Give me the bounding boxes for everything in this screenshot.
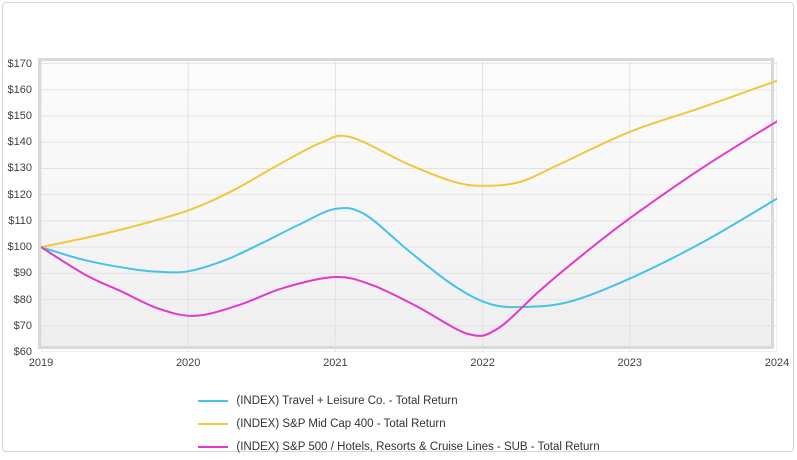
legend-label: (INDEX) Travel + Leisure Co. - Total Ret… — [236, 394, 458, 407]
y-tick-label: $160 — [7, 83, 32, 96]
series-line-2 — [41, 120, 777, 337]
y-tick-label: $170 — [7, 57, 32, 70]
legend-item-1: (INDEX) S&P Mid Cap 400 - Total Return — [198, 412, 599, 435]
plot-area — [38, 58, 777, 352]
y-tick-label: $150 — [7, 110, 32, 123]
chart-widget: $170 $160 $150 $140 $130 $120 $110 $100 $90 $80 $7… — [2, 2, 795, 453]
x-axis: 2019 2020 2021 2022 2023 2024 — [3, 356, 795, 372]
x-tick-label: 2023 — [617, 357, 643, 369]
legend-swatch-icon — [198, 422, 229, 425]
x-tick-label: 2021 — [323, 357, 348, 369]
y-tick-label: $140 — [7, 136, 32, 149]
legend-label: (INDEX) S&P Mid Cap 400 - Total Return — [236, 417, 446, 430]
x-tick-label: 2020 — [175, 357, 201, 369]
y-axis: $170 $160 $150 $140 $130 $120 $110 $100 $90 $80 $7… — [3, 3, 33, 358]
legend: (INDEX) Travel + Leisure Co. - Total Ret… — [3, 389, 795, 458]
plot-svg — [41, 61, 777, 352]
series-line-1 — [41, 79, 777, 249]
legend-swatch-icon — [198, 445, 229, 448]
y-tick-label: $120 — [7, 188, 32, 201]
legend-inner: (INDEX) Travel + Leisure Co. - Total Ret… — [198, 389, 600, 458]
y-tick-label: $90 — [13, 267, 32, 280]
legend-label: (INDEX) S&P 500 / Hotels, Resorts & Crui… — [236, 440, 600, 453]
y-tick-label: $70 — [13, 319, 32, 332]
y-tick-label: $60 — [13, 346, 32, 358]
legend-item-2: (INDEX) S&P 500 / Hotels, Resorts & Crui… — [198, 435, 600, 458]
x-tick-label: 2019 — [28, 357, 54, 369]
x-tick-label: 2024 — [764, 357, 790, 369]
legend-swatch-icon — [198, 399, 229, 402]
legend-item-0: (INDEX) Travel + Leisure Co. - Total Ret… — [198, 389, 599, 412]
y-tick-label: $100 — [7, 241, 32, 254]
x-tick-label: 2022 — [470, 357, 495, 369]
y-tick-label: $110 — [8, 214, 32, 227]
y-tick-label: $80 — [13, 293, 32, 306]
y-tick-label: $130 — [7, 162, 32, 175]
series-line-0 — [41, 197, 777, 309]
